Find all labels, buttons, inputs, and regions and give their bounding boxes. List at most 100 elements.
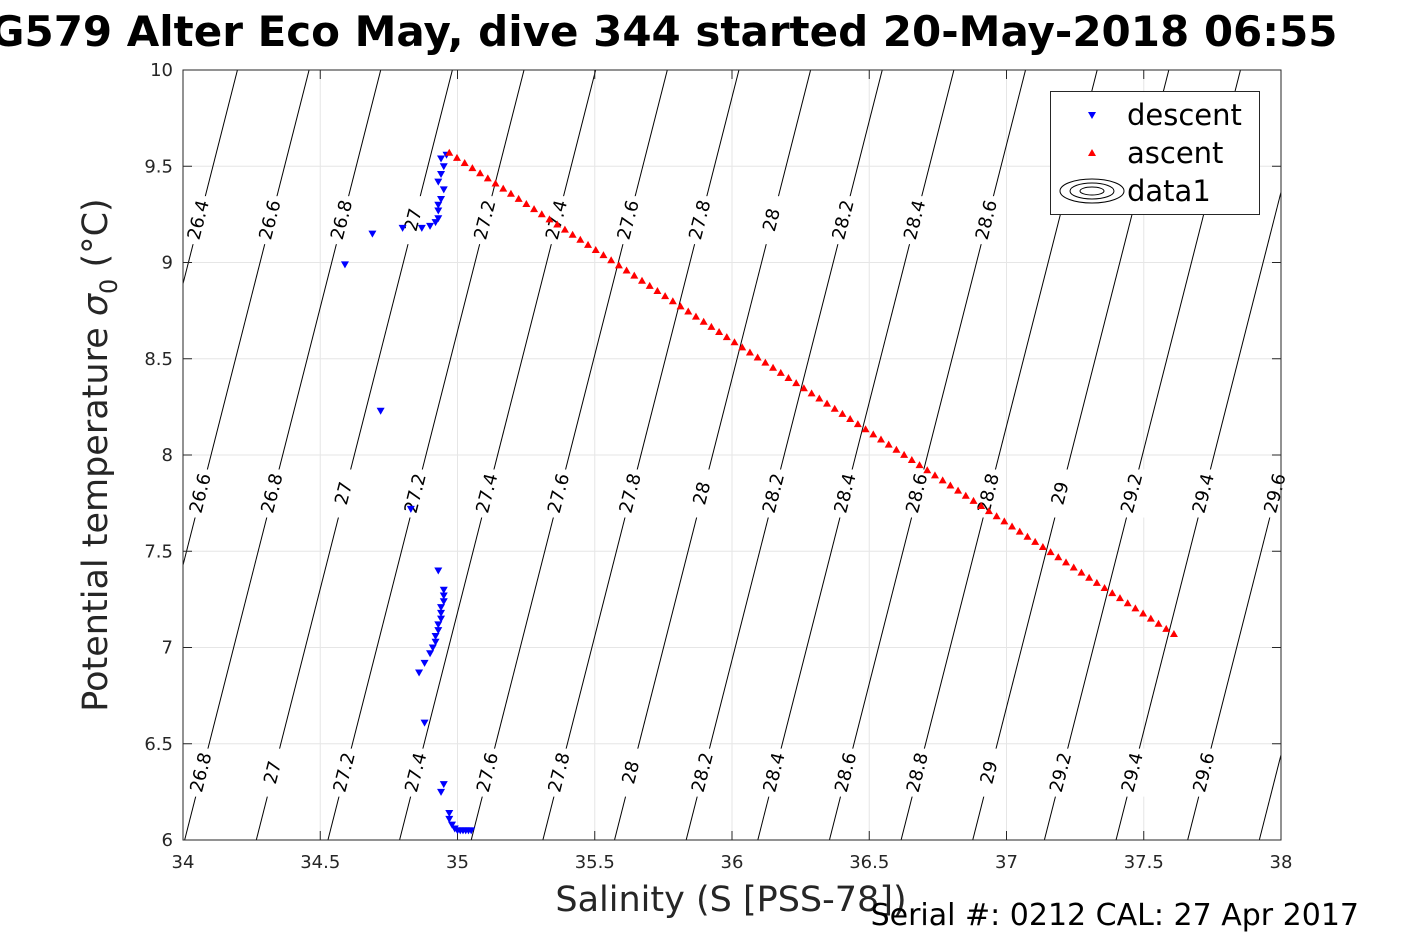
x-tick-label: 35 bbox=[446, 852, 469, 873]
descent-point bbox=[445, 815, 454, 823]
ascent-point bbox=[930, 471, 939, 479]
descent-point bbox=[437, 195, 446, 203]
ascent-point bbox=[861, 425, 870, 433]
chart-title-text: G579 Alter Eco May, dive 344 started 20-… bbox=[0, 7, 1338, 56]
y-axis-label-text: Potential temperature bbox=[76, 316, 116, 712]
ascent-point bbox=[1146, 614, 1155, 622]
descent-point bbox=[426, 650, 435, 658]
ascent-point bbox=[1015, 527, 1024, 535]
ascent-point bbox=[637, 276, 646, 284]
descent-point bbox=[428, 644, 437, 652]
ascent-point bbox=[483, 174, 492, 182]
ascent-point bbox=[668, 297, 677, 305]
ascent-point bbox=[769, 363, 778, 371]
ascent-point bbox=[452, 153, 461, 161]
y-tick-label: 10 bbox=[150, 60, 173, 81]
y-tick-label: 9.5 bbox=[144, 156, 173, 177]
contour-bottom-label-bg bbox=[617, 748, 646, 797]
descent-point bbox=[437, 788, 446, 796]
ascent-point bbox=[553, 220, 562, 228]
contour-bottom-label-bg bbox=[975, 748, 1004, 797]
descent-point bbox=[437, 609, 446, 617]
ascent-point bbox=[1154, 619, 1163, 627]
ascent-point bbox=[491, 179, 500, 187]
legend-ascent-marker bbox=[1088, 149, 1096, 156]
ascent-point bbox=[653, 287, 662, 295]
y-axis-label: Potential temperature σ0 (°C) bbox=[76, 198, 123, 712]
contour-line-29.6 bbox=[1187, 471, 1281, 840]
serial-cal-footer: Serial #: 0212 CAL: 27 Apr 2017 bbox=[870, 898, 1359, 933]
descent-point bbox=[434, 627, 443, 635]
contour-mid-label-bg bbox=[617, 469, 646, 518]
descent-point bbox=[445, 810, 454, 818]
y-axis-subscript: 0 bbox=[95, 278, 123, 294]
contour-top-label-bg bbox=[256, 196, 285, 245]
contour-bottom-label-bg bbox=[1119, 748, 1148, 797]
ascent-point bbox=[630, 271, 639, 279]
descent-point bbox=[437, 170, 446, 178]
ascent-point bbox=[514, 194, 523, 202]
ascent-point bbox=[676, 302, 685, 310]
x-axis-label: Salinity (S [PSS-78]) bbox=[555, 880, 907, 920]
descent-point bbox=[434, 201, 443, 209]
descent-point bbox=[340, 261, 349, 269]
ascent-point bbox=[992, 512, 1001, 520]
ascent-point bbox=[468, 164, 477, 172]
ascent-point bbox=[915, 461, 924, 469]
ascent-point bbox=[568, 230, 577, 238]
ascent-point bbox=[1169, 630, 1178, 638]
ascent-point bbox=[923, 466, 932, 474]
descent-point bbox=[439, 586, 448, 594]
contour-mid-label-bg bbox=[903, 469, 932, 518]
ascent-point bbox=[738, 343, 747, 351]
contour-bottom-label-bg bbox=[760, 748, 789, 797]
contour-mid-label-bg bbox=[258, 469, 287, 518]
descent-point bbox=[420, 719, 429, 727]
x-tick-label: 35.5 bbox=[575, 852, 615, 873]
ascent-point bbox=[1115, 594, 1124, 602]
contour-top-label-bg bbox=[830, 196, 859, 245]
descent-point bbox=[406, 505, 415, 513]
contour-mid-label-bg bbox=[545, 469, 574, 518]
y-axis-sigma-symbol: σ bbox=[76, 293, 116, 317]
ascent-point bbox=[476, 169, 485, 177]
descent-point bbox=[448, 821, 457, 829]
descent-point bbox=[467, 827, 476, 835]
ascent-point bbox=[1008, 522, 1017, 530]
ascent-point bbox=[1123, 599, 1132, 607]
ascent-point bbox=[946, 481, 955, 489]
descent-point bbox=[434, 207, 443, 215]
ascent-point bbox=[784, 374, 793, 382]
ascent-point bbox=[560, 225, 569, 233]
ascent-point bbox=[1139, 609, 1148, 617]
descent-point bbox=[439, 598, 448, 606]
contour-mid-label-bg bbox=[1190, 469, 1219, 518]
y-tick-label: 9 bbox=[162, 253, 173, 274]
ascent-point bbox=[753, 353, 762, 361]
descent-point bbox=[439, 163, 448, 171]
x-tick-label: 34 bbox=[172, 852, 195, 873]
descent-point bbox=[437, 604, 446, 612]
ascent-point bbox=[1031, 537, 1040, 545]
contour-top-label-bg bbox=[686, 196, 715, 245]
legend-contour-icon bbox=[1059, 178, 1125, 204]
ascent-point bbox=[599, 251, 608, 259]
contour-bottom-label-bg bbox=[1047, 748, 1076, 797]
chart-title: G579 Alter Eco May, dive 344 started 20-… bbox=[0, 6, 1417, 58]
ascent-point bbox=[815, 394, 824, 402]
contour-bottom-label-bg bbox=[546, 748, 575, 797]
ascent-point bbox=[460, 159, 469, 167]
legend: descent ascent data1 bbox=[1050, 91, 1260, 215]
legend-descent-marker bbox=[1088, 112, 1096, 119]
contour-top-label-bg bbox=[185, 196, 214, 245]
contour-top-label-bg bbox=[615, 196, 644, 245]
ascent-point bbox=[684, 307, 693, 315]
ascent-point bbox=[699, 317, 708, 325]
contour-top-label-bg bbox=[758, 196, 787, 245]
legend-label-descent: descent bbox=[1127, 98, 1242, 132]
contour-top-label-bg bbox=[471, 196, 500, 245]
contour-top-label-bg bbox=[973, 196, 1002, 245]
ascent-point bbox=[823, 399, 832, 407]
contour-line-29.4 bbox=[1115, 190, 1281, 840]
ascent-point bbox=[776, 368, 785, 376]
